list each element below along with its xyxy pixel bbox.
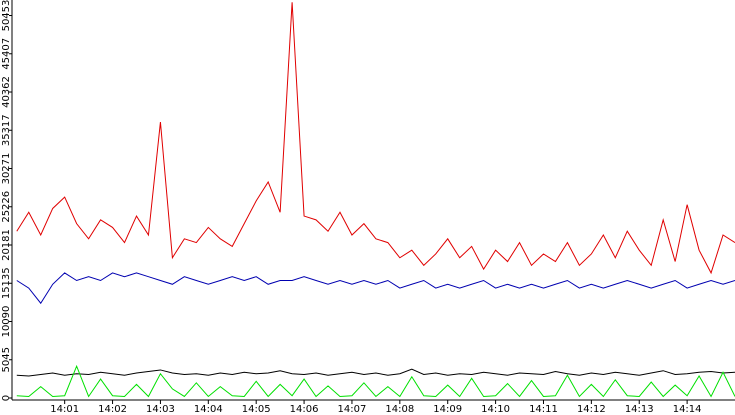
x-tick-label: 14:12 xyxy=(577,404,606,415)
x-tick-label: 14:05 xyxy=(242,404,271,415)
x-tick-label: 14:01 xyxy=(50,404,79,415)
y-tick-label: 30271 xyxy=(1,153,12,185)
x-tick-label: 14:14 xyxy=(673,404,702,415)
y-tick-label: 40362 xyxy=(1,76,12,108)
x-tick-label: 14:08 xyxy=(385,404,414,415)
x-tick-label: 14:11 xyxy=(529,404,558,415)
x-tick-label: 14:03 xyxy=(146,404,175,415)
y-tick-label: 45407 xyxy=(1,38,12,70)
y-tick-label: 10090 xyxy=(1,306,12,338)
x-tick-label: 14:04 xyxy=(194,404,223,415)
x-tick-label: 14:09 xyxy=(433,404,462,415)
series-line xyxy=(16,272,735,305)
x-tick-label: 14:06 xyxy=(290,404,319,415)
x-tick-label: 14:02 xyxy=(98,404,127,415)
y-tick-label: 20181 xyxy=(1,229,12,261)
x-tick-label: 14:07 xyxy=(338,404,367,415)
y-tick-label: 5045 xyxy=(1,347,12,372)
series-line xyxy=(16,2,735,275)
y-tick-label: 15135 xyxy=(1,267,12,299)
x-tick-label: 14:13 xyxy=(625,404,654,415)
series-line xyxy=(16,364,735,398)
series-line xyxy=(16,368,735,377)
x-tick-label: 14:10 xyxy=(481,404,510,415)
y-tick-label: 35317 xyxy=(1,114,12,146)
y-tick-label: 0 xyxy=(1,395,12,401)
y-tick-label: 25226 xyxy=(1,191,12,223)
y-tick-label: 50453 xyxy=(1,0,12,31)
